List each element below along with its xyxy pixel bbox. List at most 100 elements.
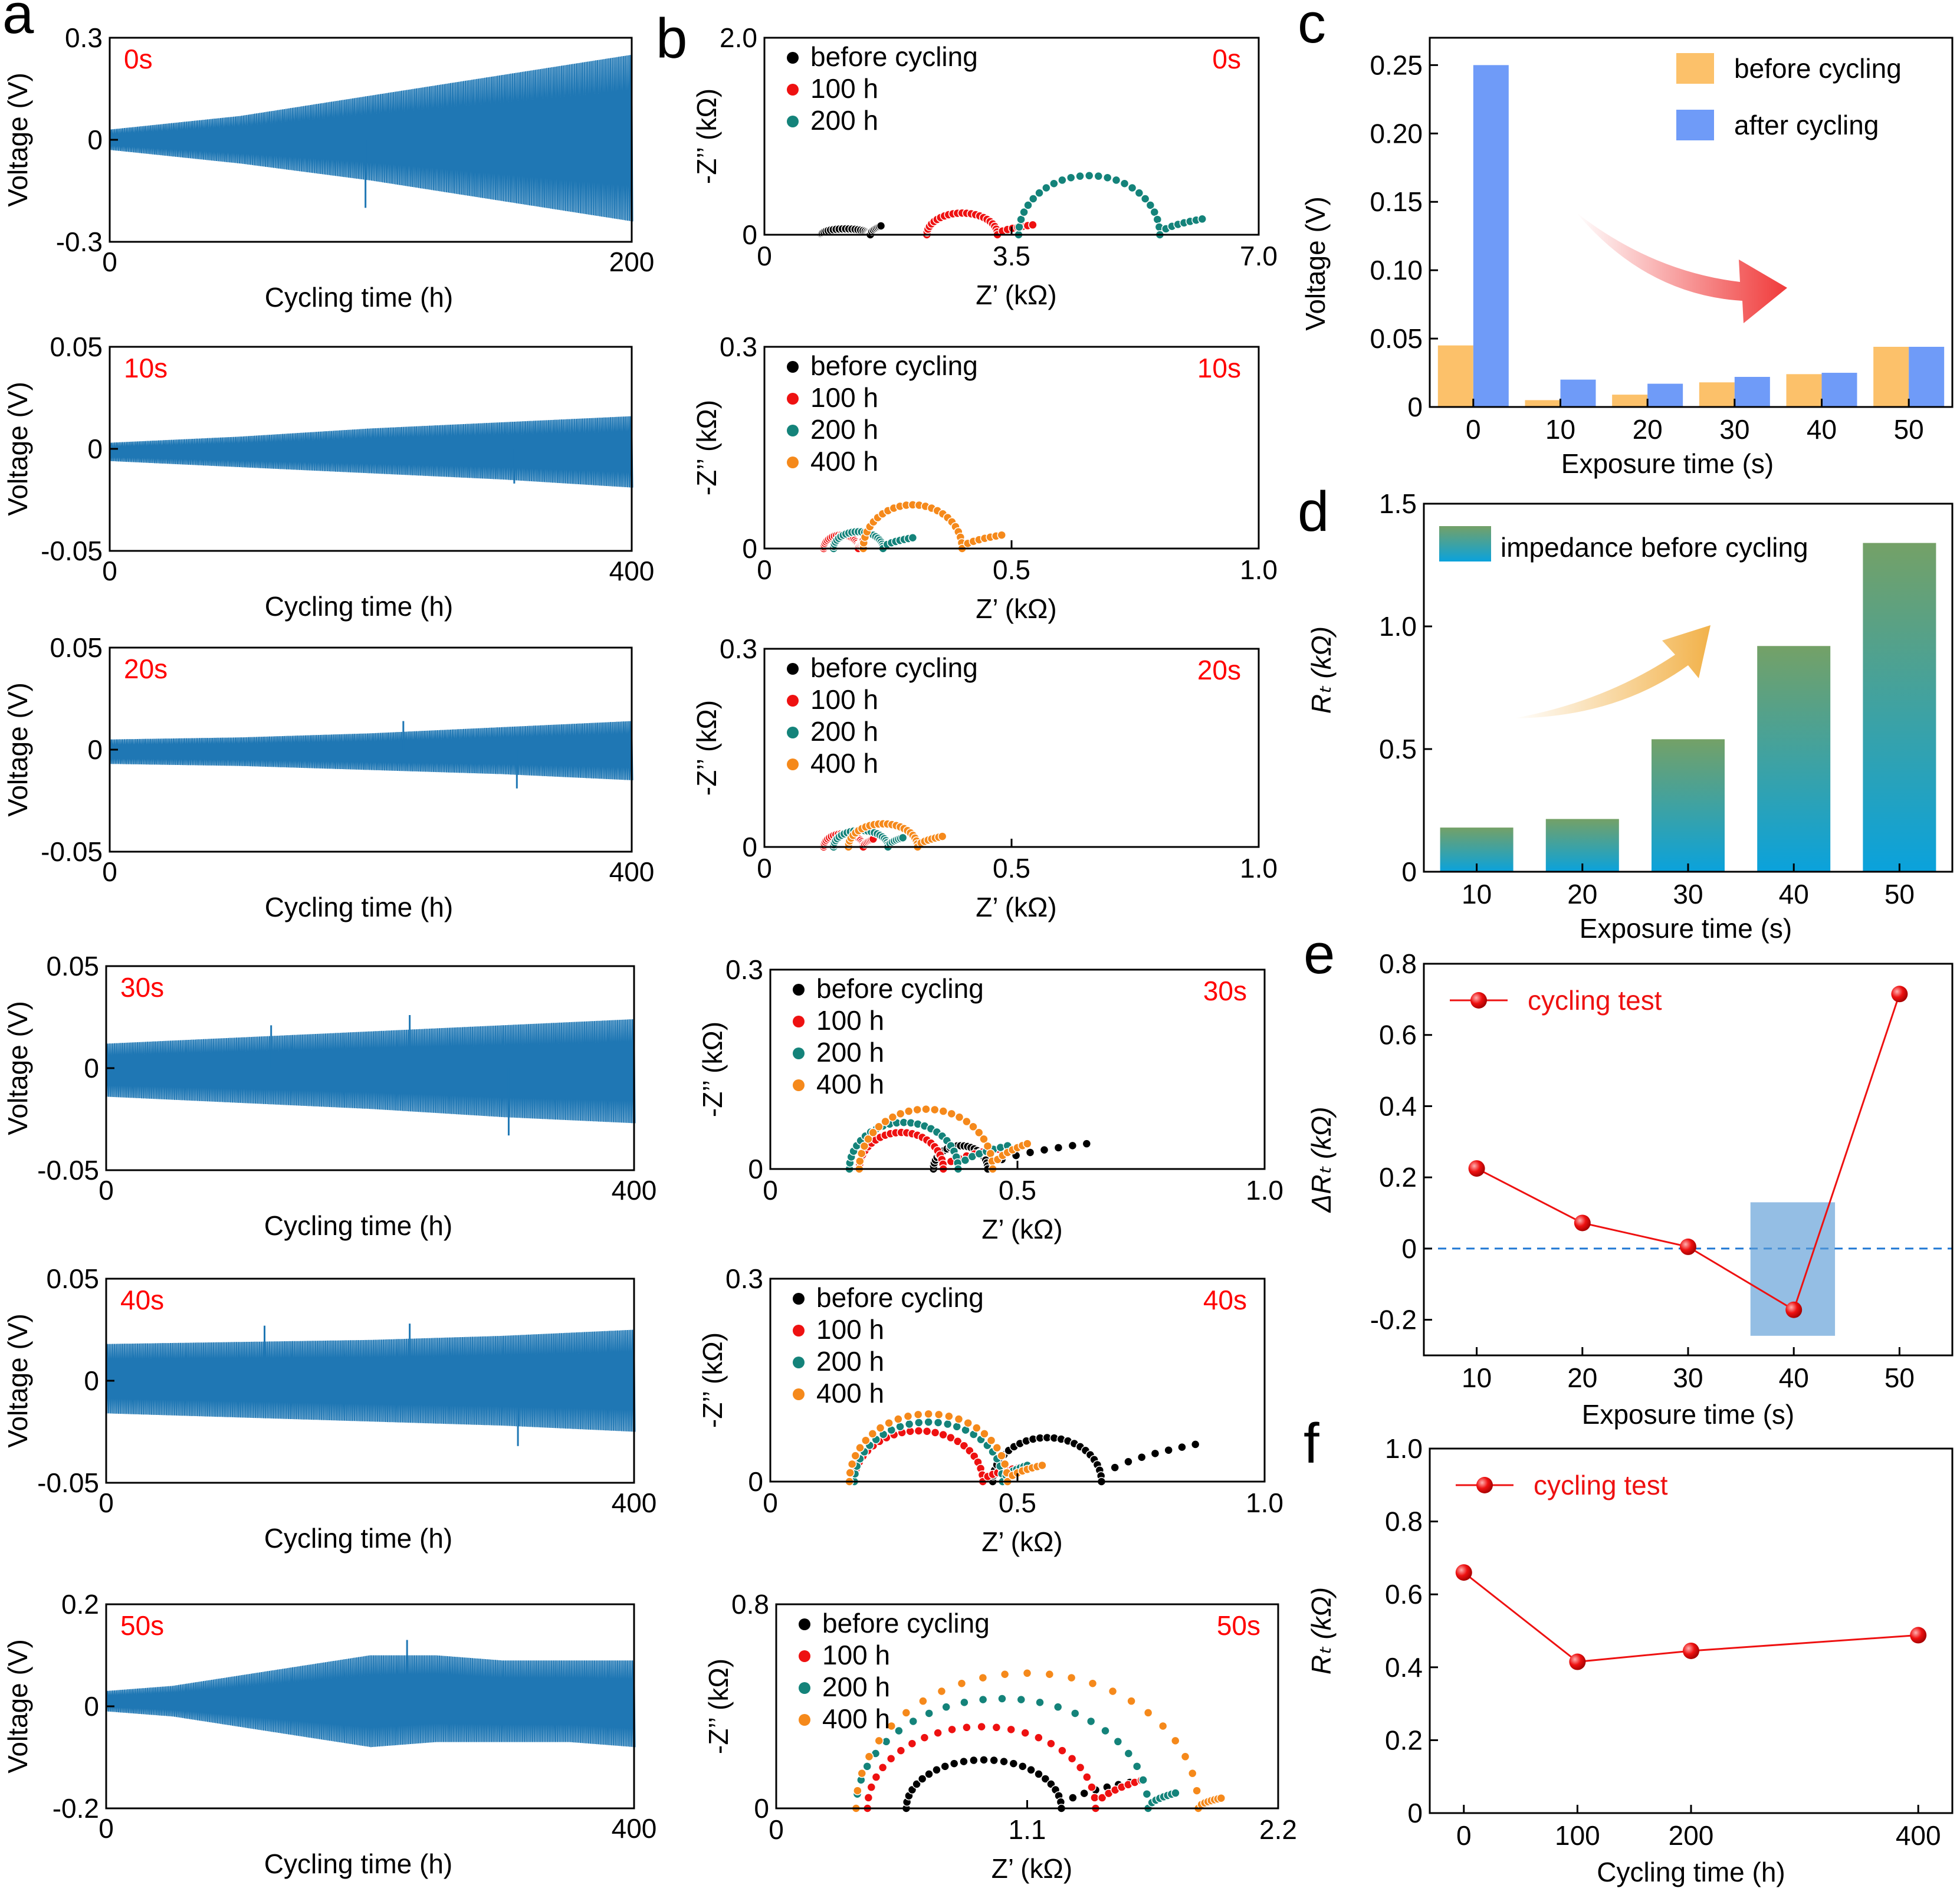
nyquist-point: [944, 1411, 954, 1421]
y-tick-label: 0.3: [720, 331, 757, 362]
voltage-trace: [109, 721, 633, 780]
y-axis-label: Voltage (V): [2, 1314, 33, 1448]
y-tick-label: 0: [754, 1793, 769, 1824]
nyquist-point: [963, 1418, 973, 1428]
nyquist-point: [904, 1106, 914, 1116]
legend-marker: [799, 1650, 810, 1662]
nyquist-point: [997, 1451, 1006, 1460]
bar: [1863, 543, 1936, 872]
y-tick-label: 0: [1401, 856, 1417, 887]
y-axis-label: ΔRₜ (kΩ): [1306, 1106, 1337, 1213]
nyquist-point: [1000, 1669, 1010, 1679]
nyquist-point: [1049, 179, 1059, 188]
voltage-trace: [109, 416, 633, 488]
x-axis-label: Cycling time (h): [264, 1523, 453, 1554]
sample-label: 40s: [1203, 1285, 1247, 1315]
y-axis-label: -Z’’ (kΩ): [691, 88, 722, 184]
legend-swatch: [1439, 526, 1491, 561]
x-axis-label: Z’ (kΩ): [976, 892, 1056, 922]
nyquist-point: [992, 1443, 1002, 1453]
voltage-trace: [105, 1655, 636, 1748]
data-point: [1891, 986, 1908, 1003]
nyquist-point: [1124, 1749, 1134, 1758]
y-tick-label: 0.8: [1385, 1506, 1423, 1537]
sample-label: 10s: [1197, 353, 1241, 383]
y-tick-label: -0.05: [37, 1155, 99, 1186]
x-tick-label: 1.0: [1246, 1487, 1283, 1518]
axes-frame: [1423, 503, 1954, 873]
y-tick-label: 1.5: [1379, 488, 1417, 519]
y-tick-label: 0.3: [720, 633, 757, 664]
nyquist-point: [978, 1695, 988, 1705]
legend-label: 400 h: [816, 1378, 884, 1408]
nyquist-point: [1145, 201, 1155, 210]
x-axis-label: Cycling time (h): [265, 892, 454, 922]
x-axis-label: Z’ (kΩ): [981, 1214, 1062, 1244]
nyquist-point: [930, 1428, 940, 1437]
data-point: [1569, 1653, 1586, 1670]
y-tick-label: 0.05: [46, 1263, 99, 1294]
x-tick-label: 30: [1673, 1362, 1703, 1393]
nyquist-point: [938, 1106, 948, 1116]
x-tick-label: 0: [1456, 1820, 1472, 1851]
x-axis-label: Cycling time (h): [1597, 1857, 1785, 1887]
voltage-trace: [109, 54, 633, 222]
nyquist-point: [1087, 1782, 1096, 1792]
x-tick-label: 0: [757, 554, 772, 585]
voltage-trace: [105, 1019, 636, 1124]
data-point: [1455, 1564, 1472, 1581]
panel-letter-f: f: [1304, 1412, 1319, 1475]
legend-label: 100 h: [810, 684, 878, 715]
legend-marker: [787, 457, 799, 468]
legend-label: 200 h: [810, 716, 878, 747]
nyquist-point: [1138, 1775, 1148, 1785]
bar: [1545, 819, 1619, 872]
nyquist-point: [999, 1756, 1009, 1766]
trend-arrow: [1513, 625, 1711, 718]
nyquist-point: [1171, 1788, 1180, 1798]
legend-label: before cycling: [810, 652, 978, 683]
x-tick-label: 200: [609, 247, 655, 277]
x-axis-label: Z’ (kΩ): [992, 1853, 1072, 1884]
x-tick-label: 1.0: [1246, 1175, 1283, 1206]
nyquist-series: [851, 1694, 1180, 1813]
nyquist-point: [888, 1112, 898, 1122]
nyquist-series: [858, 500, 1006, 553]
bar: [1473, 65, 1509, 408]
nyquist-point: [962, 1117, 971, 1127]
nyquist-point: [1158, 1721, 1168, 1731]
legend-marker: [787, 695, 799, 707]
y-tick-label: 0: [1401, 1233, 1417, 1264]
x-tick-label: 0: [769, 1814, 784, 1845]
nyquist-point: [1016, 1695, 1026, 1705]
nyquist-point: [1190, 1440, 1200, 1449]
nyquist-point: [895, 1422, 905, 1431]
legend-label: 200 h: [816, 1346, 884, 1377]
legend-marker: [793, 1047, 805, 1059]
nyquist-point: [874, 1122, 884, 1132]
axes-frame: [1429, 1447, 1954, 1814]
x-tick-label: 10: [1462, 1362, 1492, 1393]
nyquist-point: [896, 1746, 906, 1755]
x-tick-label: 400: [612, 1813, 657, 1844]
y-axis-label: -Z’’ (kΩ): [703, 1659, 734, 1754]
y-tick-label: 0: [748, 1154, 763, 1184]
nyquist-series: [1014, 171, 1207, 239]
x-tick-label: 2.2: [1259, 1814, 1297, 1845]
nyquist-point: [894, 1726, 904, 1736]
legend-marker: [1476, 1477, 1493, 1493]
nyquist-point: [1086, 1716, 1096, 1726]
nyquist-point: [1053, 1702, 1063, 1712]
nyquist-point: [1150, 1449, 1160, 1459]
nyquist-series: [829, 527, 918, 553]
legend-marker: [787, 84, 799, 96]
x-tick-label: 40: [1807, 414, 1837, 445]
panel-f-rt-line: 0 0.2 0.4 0.6 0.8 1.0 0 100 200 400 cycling test Cy…: [1306, 1433, 1954, 1887]
nyquist-point: [977, 1722, 986, 1732]
